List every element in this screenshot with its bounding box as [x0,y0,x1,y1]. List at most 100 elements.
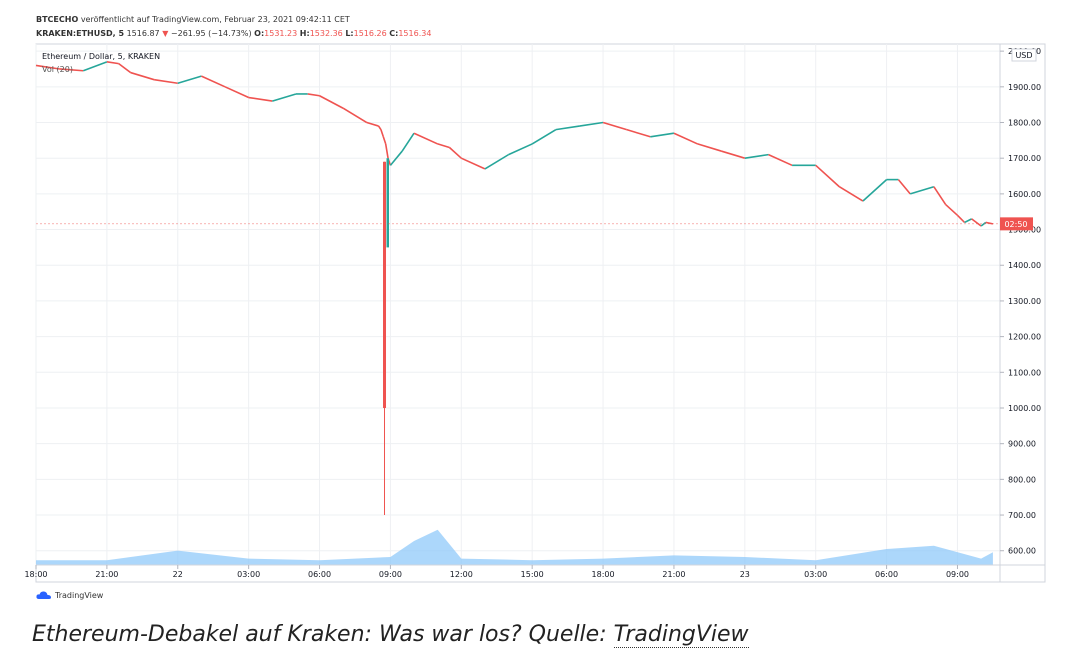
open-value: 1531.23 [264,29,298,38]
cloud-icon [36,591,51,599]
y-tick-label: 1200.00 [1008,333,1041,342]
price-segment [964,218,973,224]
price-segment [626,128,651,138]
price-segment [35,64,60,70]
price-segment [177,75,202,85]
price-segment [448,146,462,159]
open-label: O: [254,29,265,38]
y-tick-label: 1600.00 [1008,190,1041,199]
price-segment [201,75,226,88]
last-price-time: 02:50 [1004,220,1027,229]
price-series [35,61,1000,516]
high-value: 1532.36 [309,29,343,38]
y-tick-label: 1700.00 [1008,154,1041,163]
y-tick-label: 900.00 [1008,440,1036,449]
price-segment [248,96,273,102]
x-tick-label: 09:00 [946,570,969,579]
price-segment [933,186,947,206]
price-segment [401,132,415,152]
x-tick-label: 06:00 [308,570,331,579]
volume-area [36,529,993,565]
y-tick-label: 700.00 [1008,511,1036,520]
price-segment [380,129,385,138]
price-segment [106,61,119,65]
caption-link[interactable]: TradingView [613,622,749,648]
price-change: −261.95 (−14.73%) [170,29,252,38]
crash-candle [383,161,387,408]
price-segment [531,128,557,145]
price-segment [555,125,580,131]
x-tick-label: 03:00 [804,570,827,579]
price-segment [59,68,84,72]
price-segment [366,121,379,127]
publish-info: BTCECHO veröffentlicht auf TradingView.c… [36,15,350,24]
chart-frame [35,43,1046,583]
price-segment [389,150,403,166]
tradingview-logo-label: TradingView [55,590,104,600]
recovery-candle [386,158,390,248]
price-segment [697,143,722,152]
close-label: C: [389,29,399,38]
y-tick-label: 1300.00 [1008,297,1041,306]
price-segment [319,95,344,109]
down-arrow-icon: ▼ [162,29,169,38]
publisher-name: BTCECHO [36,15,79,24]
x-tick-label: 21:00 [95,570,118,579]
price-chart[interactable]: 600.00 700.00 800.00 900.00 1000.00 1100.00 12… [0,0,1065,610]
price-segment [272,93,297,102]
price-segment [508,143,533,156]
currency-badge-label: USD [1015,51,1032,60]
price-segment [130,71,155,81]
y-tick-label: 800.00 [1008,475,1036,484]
high-label: H: [299,29,310,38]
x-tick-label: 18:00 [592,570,615,579]
grid [35,44,1000,565]
x-tick-label: 18:00 [24,570,47,579]
symbol-label: KRAKEN:ETHUSD, 5 [36,29,125,38]
price-segment [382,136,387,145]
currency-badge[interactable]: USD [1011,48,1037,62]
tradingview-logo[interactable]: TradingView [36,590,103,600]
figure-caption: Ethereum-Debakel auf Kraken: Was war los… [32,622,749,648]
price-segment [673,132,698,145]
price-segment [744,153,769,159]
x-tick-label: 06:00 [875,570,898,579]
price-segment [460,157,486,170]
price-segment [945,203,959,216]
price-segment [154,78,178,85]
price-segment [862,179,888,202]
price-segment [956,214,966,223]
price-segment [342,107,368,124]
price-segment [909,185,935,195]
price-segment [82,61,108,72]
caption-text: Ethereum-Debakel auf Kraken: Was war los… [32,622,614,647]
price-segment [838,186,864,202]
time-axis[interactable]: 18:00 21:00 22 03:00 06:00 09:00 12:00 15:00 18:… [24,564,1045,579]
y-tick-label: 1800.00 [1008,119,1041,128]
published-text: veröffentlicht auf TradingView.com, Febr… [80,15,350,24]
x-tick-label: 12:00 [450,570,473,579]
pane-title: Ethereum / Dollar, 5, KRAKEN [42,52,161,61]
price-segment [579,121,604,127]
price-segment [897,179,911,195]
volume-label: Vol (20) [42,65,73,74]
y-tick-label: 1000.00 [1008,404,1041,413]
price-segment [384,143,389,159]
last-price: 1516.87 [126,29,160,38]
low-label: L: [345,29,354,38]
price-segment [985,221,994,225]
price-segment [971,218,982,227]
close-value: 1516.34 [398,29,432,38]
y-tick-label: 600.00 [1008,547,1036,556]
last-price-marker: 02:50 [1000,217,1033,231]
price-axis[interactable]: 600.00 700.00 800.00 900.00 1000.00 1100.00 12… [999,44,1041,582]
price-segment [307,93,320,97]
price-segment [815,164,840,188]
y-tick-label: 1100.00 [1008,368,1041,377]
price-segment [413,132,438,145]
x-tick-label: 23 [740,570,750,579]
price-segment [437,143,450,149]
price-segment [768,153,793,167]
price-segment [980,221,987,227]
low-value: 1516.26 [353,29,387,38]
